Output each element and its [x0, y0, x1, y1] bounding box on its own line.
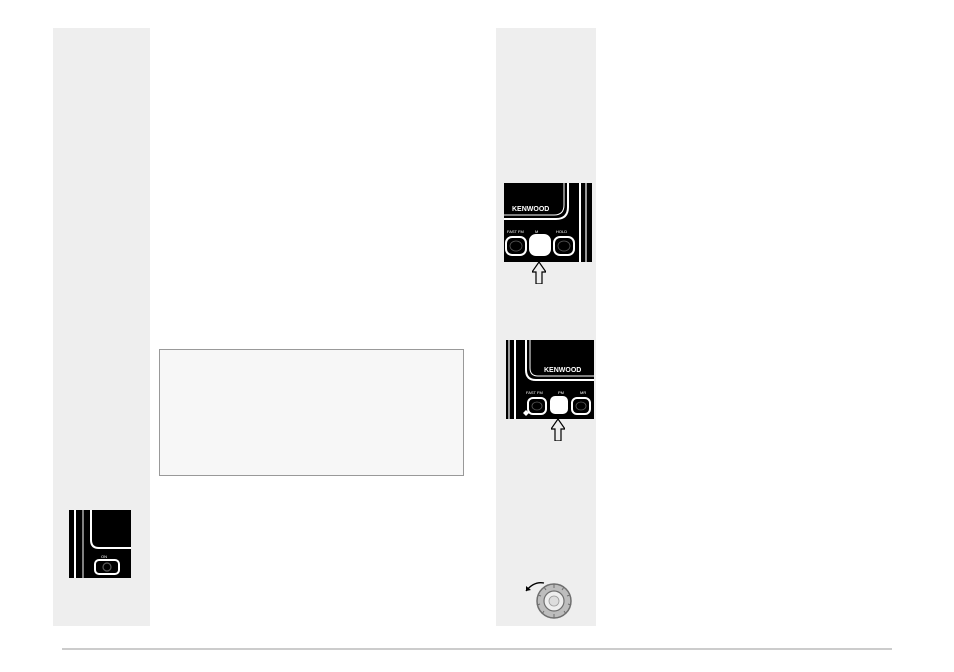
radio-diagram-buttons-1: KENWOOD FAST FM M HOLD — [504, 183, 592, 262]
brand-label: KENWOOD — [512, 206, 549, 213]
label-text: ON — [101, 554, 107, 559]
brand-label: KENWOOD — [544, 367, 581, 374]
radio-diagram-bottom-left: ON — [69, 510, 131, 578]
sidebar-right-panel — [496, 28, 596, 626]
button-label-left: FAST FM — [526, 390, 543, 395]
button-label-center: M — [535, 229, 538, 234]
page: ON KENWOOD FAST FM M HOLD — [0, 0, 954, 672]
button-label-left: FAST FM — [507, 229, 524, 234]
note-box — [159, 349, 464, 476]
pointer-arrow-icon — [532, 262, 546, 284]
button-label-right: HOLD — [556, 229, 567, 234]
pointer-arrow-icon — [551, 419, 565, 441]
tuning-knob-icon — [524, 577, 574, 619]
footer-divider — [62, 648, 892, 650]
button-label-right: MR — [580, 390, 586, 395]
radio-diagram-buttons-2: KENWOOD FAST FM PM MR — [506, 340, 594, 419]
button-label-center: PM — [558, 390, 564, 395]
